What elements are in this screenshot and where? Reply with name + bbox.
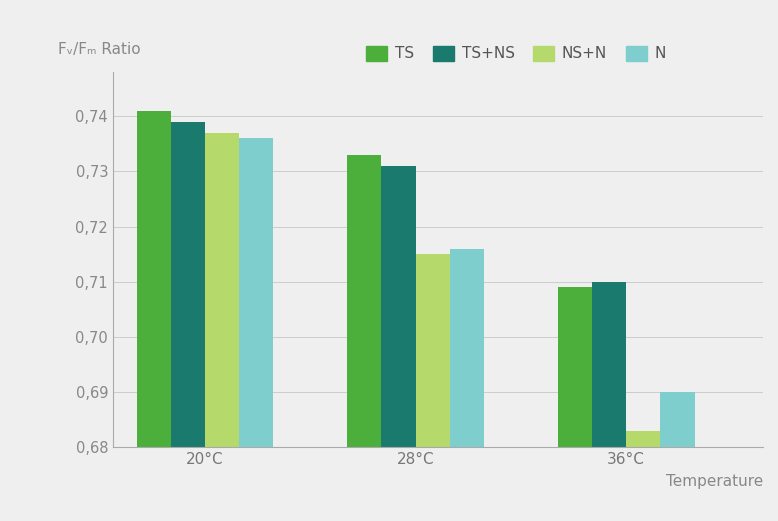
Text: Temperature: Temperature (666, 474, 763, 489)
Bar (240, 138, 274, 448)
Bar (415, 254, 450, 448)
Bar (592, 282, 626, 448)
Bar (137, 111, 171, 448)
Legend: TS, TS+NS, NS+N, N: TS, TS+NS, NS+N, N (366, 46, 666, 61)
Bar (205, 133, 240, 448)
Bar (661, 392, 695, 448)
Bar (381, 166, 415, 448)
Bar (450, 249, 484, 448)
Bar (626, 431, 661, 448)
Bar (558, 287, 592, 448)
Bar (347, 155, 381, 448)
Text: Fᵥ/Fₘ Ratio: Fᵥ/Fₘ Ratio (58, 42, 140, 57)
Bar (171, 122, 205, 448)
